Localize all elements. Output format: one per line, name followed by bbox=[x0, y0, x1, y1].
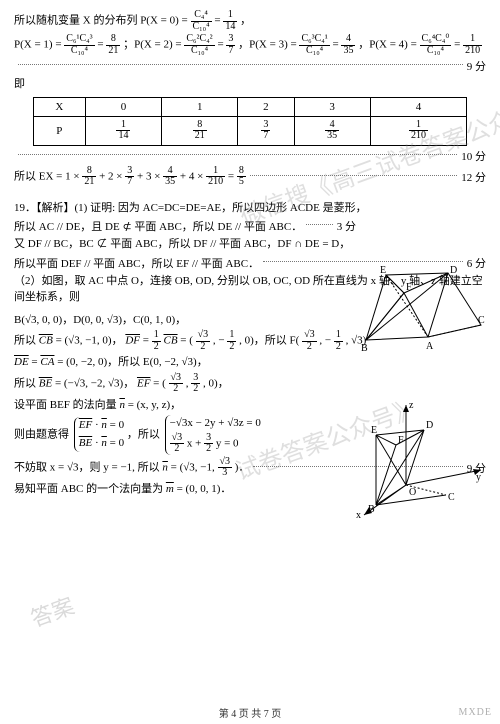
q19-a: 19．【解析】(1) 证明: 因为 AC=DC=DE=AE，所以四边形 ACDE… bbox=[14, 200, 486, 217]
svg-text:C: C bbox=[448, 492, 455, 503]
ji: 即 bbox=[14, 76, 486, 93]
svg-text:D: D bbox=[426, 420, 433, 431]
be-line: 所以 BE = (−√3, −2, √3)， EF = ( √32 , 32 ,… bbox=[14, 373, 486, 395]
svg-text:F: F bbox=[398, 435, 404, 446]
watermark-c: 答案 bbox=[26, 588, 78, 633]
svg-text:y: y bbox=[476, 472, 481, 483]
p0-text: 所以随机变量 X 的分布列 P(X = 0) = bbox=[14, 15, 191, 27]
q19-b: 所以 AC // DE，且 DE ⊄ 平面 ABC，所以 DE // 平面 AB… bbox=[14, 218, 486, 234]
svg-text:E: E bbox=[380, 265, 386, 276]
figure-2: z y x E D F B O C bbox=[346, 400, 486, 520]
svg-text:D: D bbox=[450, 265, 457, 276]
figure-1: B A C D E F bbox=[356, 265, 486, 355]
svg-text:x: x bbox=[356, 510, 361, 520]
ex-line: 所以 EX = 1 × 821 + 2 × 37 + 3 × 435 + 4 ×… bbox=[14, 166, 486, 188]
svg-text:E: E bbox=[371, 425, 377, 436]
q19-c: 又 DF // BC，BC ⊄ 平面 ABC，所以 DF // 平面 ABC，D… bbox=[14, 236, 486, 253]
watermark-foot: MXDE bbox=[459, 707, 492, 718]
px-line: P(X = 1) = C₆¹C₄³C₁₀⁴ = 821 ；P(X = 2) = … bbox=[14, 34, 486, 56]
svg-text:A: A bbox=[426, 341, 434, 352]
page-footer: 第 4 页 共 7 页 bbox=[0, 705, 500, 720]
svg-text:C: C bbox=[478, 315, 485, 326]
svg-text:F: F bbox=[406, 282, 412, 293]
score-10: 10 分 bbox=[14, 148, 486, 164]
svg-text:B: B bbox=[361, 343, 368, 354]
distribution-table: X 0 1 2 3 4 P 114 821 37 435 1210 bbox=[33, 97, 467, 146]
svg-text:z: z bbox=[409, 400, 414, 411]
ex-text: 所以 EX = 1 × 821 + 2 × 37 + 3 × 435 + 4 ×… bbox=[14, 166, 246, 188]
de-line: DE = CA = (0, −2, 0)，所以 E(0, −2, √3)， bbox=[14, 354, 486, 371]
svg-text:B: B bbox=[368, 504, 375, 515]
score-9: 9 分 bbox=[14, 58, 486, 74]
svg-text:O: O bbox=[409, 487, 416, 498]
p0-line: 所以随机变量 X 的分布列 P(X = 0) = C₄⁴C₁₀⁴ = 114 ， bbox=[14, 10, 486, 32]
